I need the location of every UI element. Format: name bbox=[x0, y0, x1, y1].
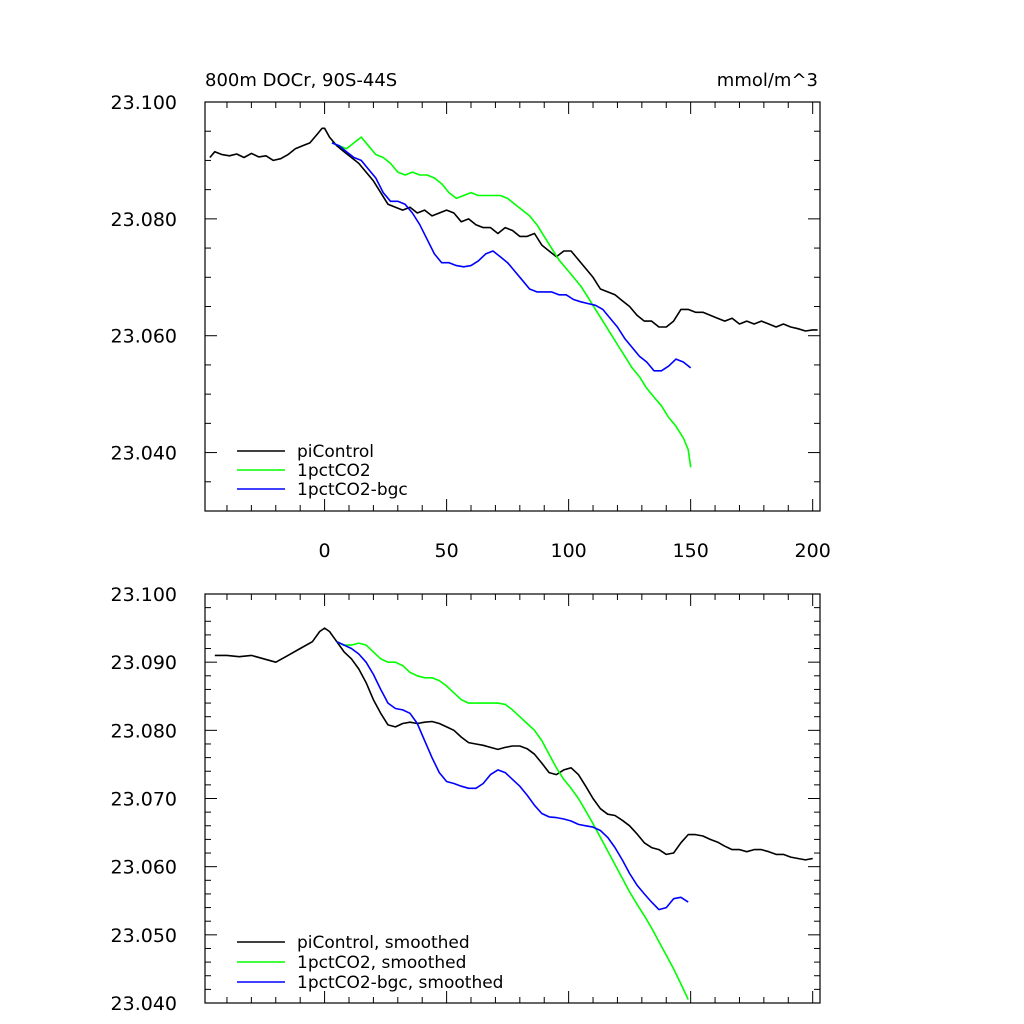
bottom-panel: 23.040 23.050 23.060 23.070 23.080 23.090 23.1… bbox=[111, 584, 821, 1015]
panel1-legend-label-3: 1pctCO2-bgc bbox=[297, 480, 408, 500]
panel2-series-group bbox=[214, 627, 813, 1000]
panel1-series-line-2 bbox=[331, 136, 692, 468]
panel1-y-tick-label: 23.060 bbox=[111, 326, 177, 348]
panel2-series-line-1 bbox=[214, 627, 813, 861]
panel1-x-tick-label: 200 bbox=[795, 540, 831, 562]
panel1-x-tick-label: 100 bbox=[550, 540, 586, 562]
panel1-x-tick-label: 150 bbox=[673, 540, 709, 562]
panel1-series-line-3 bbox=[331, 142, 692, 372]
panel2-y-tick-label: 23.040 bbox=[111, 993, 177, 1015]
panel1-series-group bbox=[209, 127, 818, 468]
panel1-y-tick-label: 23.080 bbox=[111, 209, 177, 231]
panel1-x-tick-label: 0 bbox=[319, 540, 331, 562]
panel2-legend-label-2: 1pctCO2, smoothed bbox=[297, 953, 466, 973]
panel1-y-tick-label: 23.040 bbox=[111, 443, 177, 465]
top-plot-area: 23.040 23.060 23.080 23.100 0 50 100 150 200 piCo… bbox=[111, 92, 831, 562]
panel2-legend-label-3: 1pctCO2-bgc, smoothed bbox=[297, 973, 503, 993]
panel2-y-tick-label: 23.070 bbox=[111, 789, 177, 811]
panel2-y-tick-label: 23.100 bbox=[111, 584, 177, 606]
top-panel-units: mmol/m^3 bbox=[717, 70, 818, 91]
panel2-y-tick-label: 23.060 bbox=[111, 857, 177, 879]
panel1-series-line-1 bbox=[209, 127, 818, 332]
top-panel-title: 800m DOCr, 90S-44S bbox=[205, 70, 397, 91]
panel1-y-tick-label: 23.100 bbox=[111, 92, 177, 114]
panel2-y-tick-label: 23.080 bbox=[111, 720, 177, 742]
panel2-y-tick-label: 23.090 bbox=[111, 652, 177, 674]
panel2-series-line-3 bbox=[336, 640, 689, 911]
panel2-series-line-2 bbox=[336, 640, 689, 1000]
top-panel: 800m DOCr, 90S-44S mmol/m^3 23.040 23.060… bbox=[111, 70, 831, 562]
panel1-legend-label-2: 1pctCO2 bbox=[297, 461, 371, 481]
bottom-plot-area: 23.040 23.050 23.060 23.070 23.080 23.090 23.1… bbox=[111, 584, 821, 1015]
panel2-legend-label-1: piControl, smoothed bbox=[297, 933, 470, 953]
panel1-x-tick-label: 50 bbox=[435, 540, 459, 562]
panel1-legend-label-1: piControl bbox=[297, 442, 374, 462]
panel2-y-tick-label: 23.050 bbox=[111, 925, 177, 947]
